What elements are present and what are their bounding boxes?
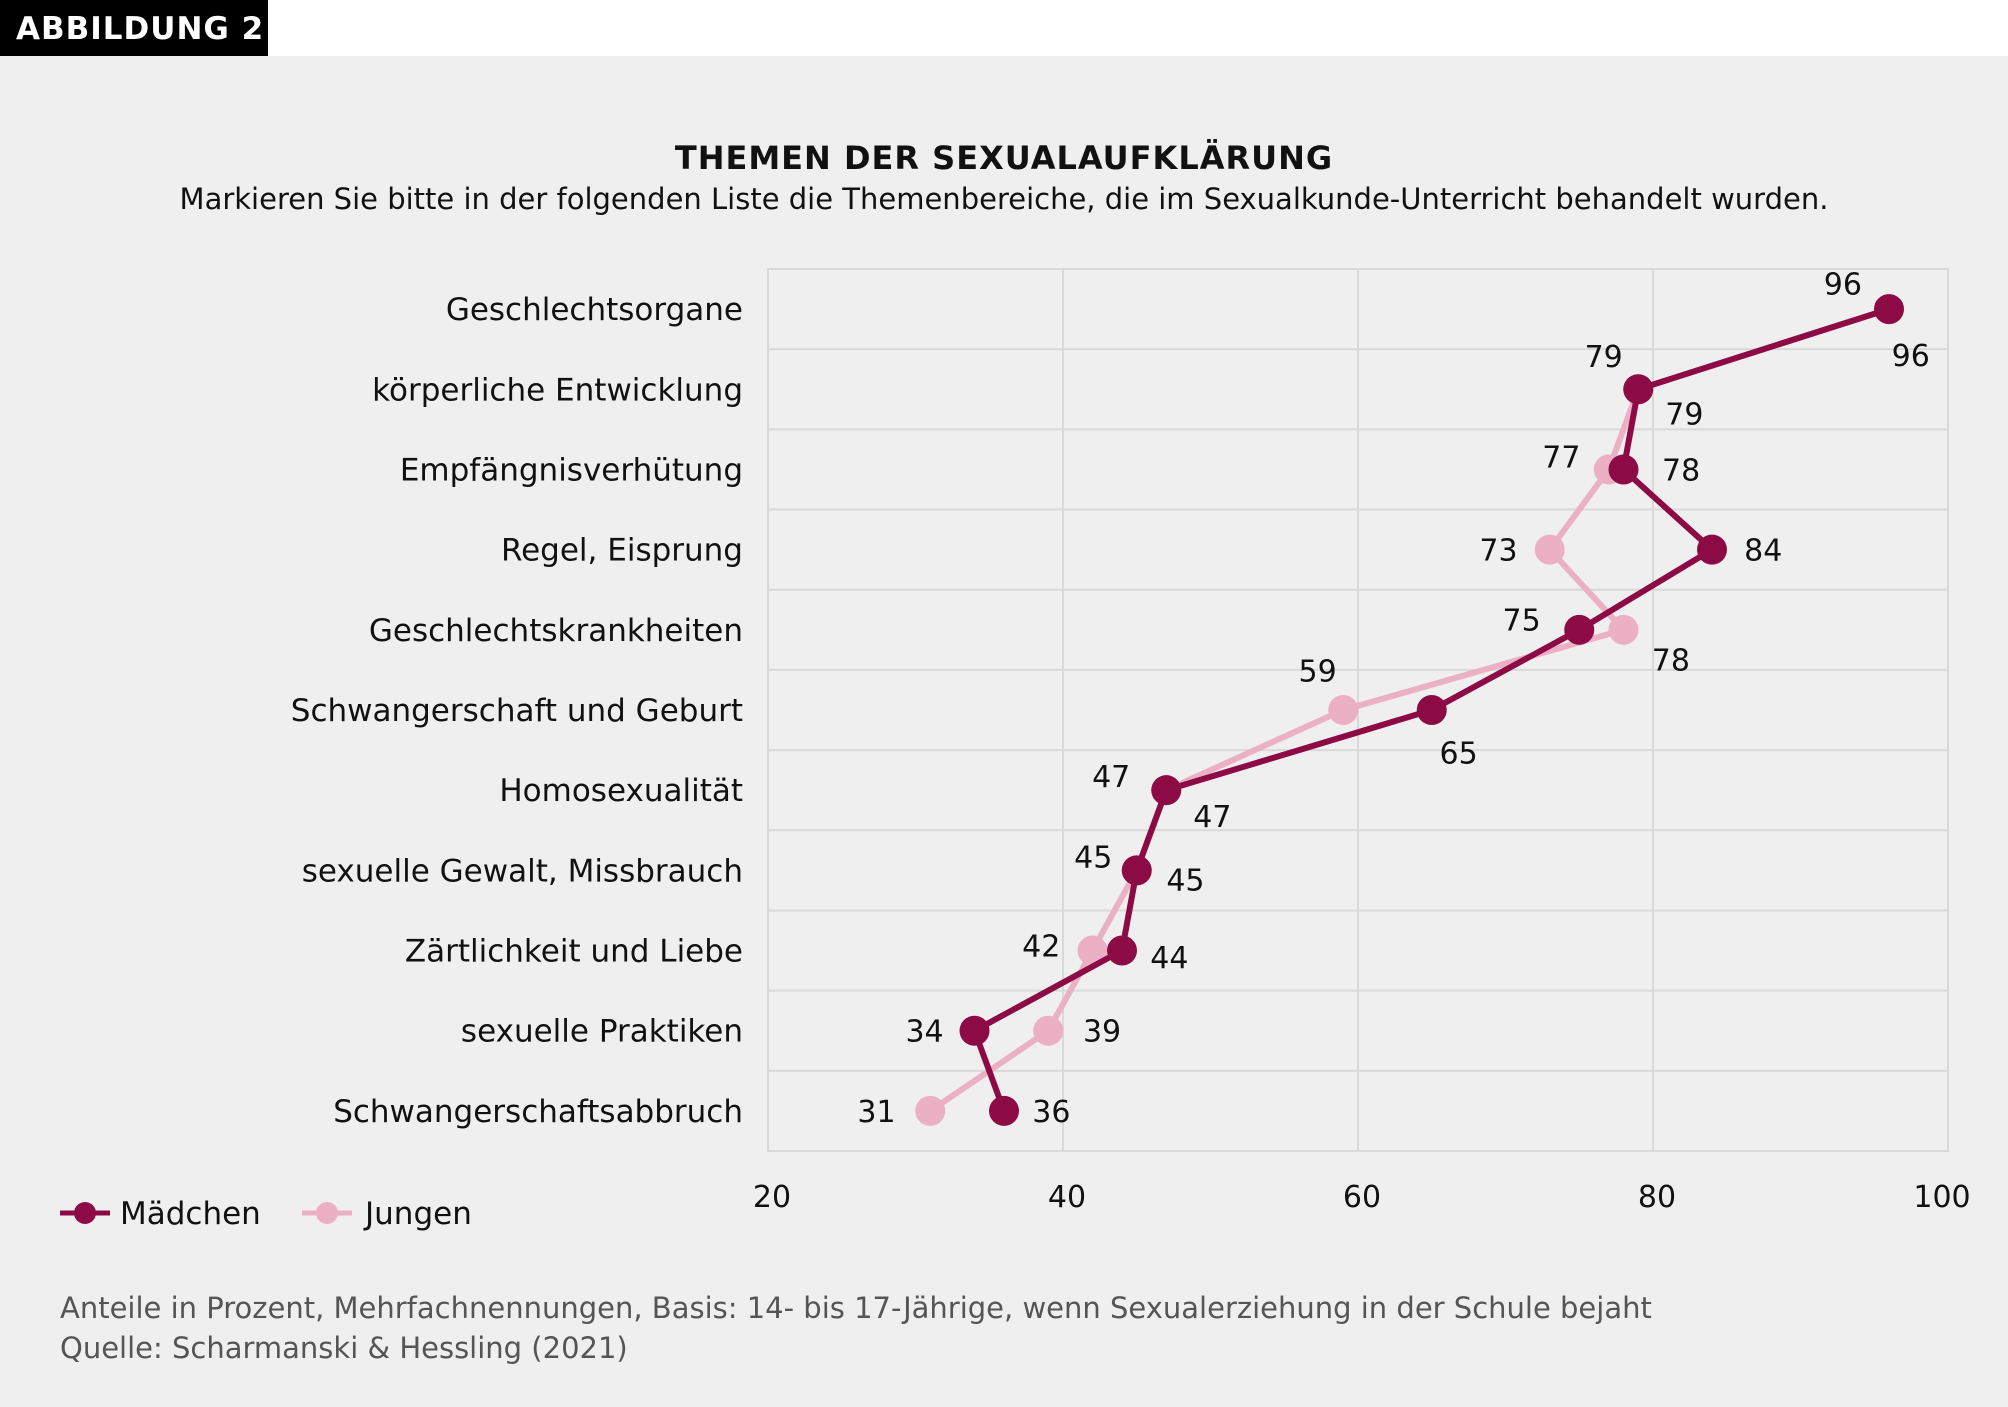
category-label: Homosexualität [499,773,743,809]
data-label-maedchen: 84 [1744,534,1782,569]
data-label-jungen: 77 [1542,441,1580,476]
data-label-jungen: 73 [1479,534,1517,569]
category-label: Schwangerschaft und Geburt [291,693,743,729]
category-label: sexuelle Praktiken [461,1014,743,1050]
data-label-maedchen: 44 [1150,941,1188,976]
data-label-maedchen: 36 [1032,1095,1070,1130]
data-point-jungen [1534,534,1565,565]
data-point-jungen [1077,935,1108,966]
legend-maedchen-label: Mädchen [120,1196,261,1232]
data-point-maedchen [1151,775,1182,806]
data-point-maedchen [989,1095,1019,1126]
data-point-maedchen [1697,534,1727,565]
data-label-jungen: 47 [1092,760,1130,795]
data-label-jungen: 78 [1652,643,1690,678]
data-point-maedchen [1623,374,1654,405]
data-point-maedchen [1107,935,1137,966]
footnote-basis: Anteile in Prozent, Mehrfachnennungen, B… [60,1291,1652,1325]
x-tick-label: 100 [1913,1180,1970,1215]
data-label-maedchen: 65 [1440,736,1478,771]
data-point-maedchen [1564,614,1595,645]
footnote-source: Quelle: Scharmanski & Hessling (2021) [60,1331,628,1365]
data-label-jungen: 59 [1299,654,1337,689]
data-label-maedchen: 47 [1193,800,1231,835]
x-tick-label: 20 [753,1180,791,1215]
data-point-jungen [1608,614,1639,645]
chart-title: THEMEN DER SEXUALAUFKLÄRUNG [675,139,1333,177]
category-label: Geschlechtskrankheiten [369,613,743,649]
data-point-maedchen [1874,294,1904,325]
category-label: Regel, Eisprung [501,533,743,569]
category-label: körperliche Entwicklung [372,372,743,408]
data-label-jungen: 39 [1083,1015,1121,1050]
x-tick-label: 40 [1048,1180,1086,1215]
chart-subtitle: Markieren Sie bitte in der folgenden Lis… [180,182,1829,216]
data-label-jungen: 79 [1585,340,1623,375]
data-label-maedchen: 79 [1665,398,1703,433]
data-label-jungen: 42 [1022,929,1060,964]
data-label-maedchen: 34 [905,1015,943,1050]
legend-maedchen-marker [74,1202,96,1224]
legend-jungen-marker [316,1202,338,1224]
legend: Mädchen Jungen [60,1196,472,1232]
data-label-maedchen: 75 [1503,604,1541,639]
category-label: sexuelle Gewalt, Missbrauch [302,853,743,889]
category-label: Schwangerschaftsabbruch [333,1094,743,1130]
data-label-maedchen: 45 [1166,863,1204,898]
data-label-jungen: 96 [1824,267,1862,302]
x-tick-label: 60 [1343,1180,1381,1215]
category-label: Geschlechtsorgane [446,292,743,328]
data-label-maedchen: 78 [1662,453,1700,488]
data-point-jungen [1328,695,1359,725]
data-point-maedchen [1416,695,1447,725]
data-point-jungen [1033,1015,1064,1046]
data-point-maedchen [959,1015,990,1046]
data-label-jungen: 31 [857,1095,895,1130]
data-point-maedchen [1121,855,1152,886]
data-point-maedchen [1608,454,1639,485]
category-label: Zärtlichkeit und Liebe [405,934,743,970]
data-label-maedchen: 96 [1892,339,1930,374]
data-label-jungen: 45 [1074,840,1112,875]
figure-badge: ABBILDUNG 2 [0,0,268,56]
data-point-jungen [915,1095,946,1126]
x-tick-label: 80 [1638,1180,1676,1215]
category-label: Empfängnisverhütung [400,452,743,488]
legend-jungen-label: Jungen [363,1196,472,1232]
